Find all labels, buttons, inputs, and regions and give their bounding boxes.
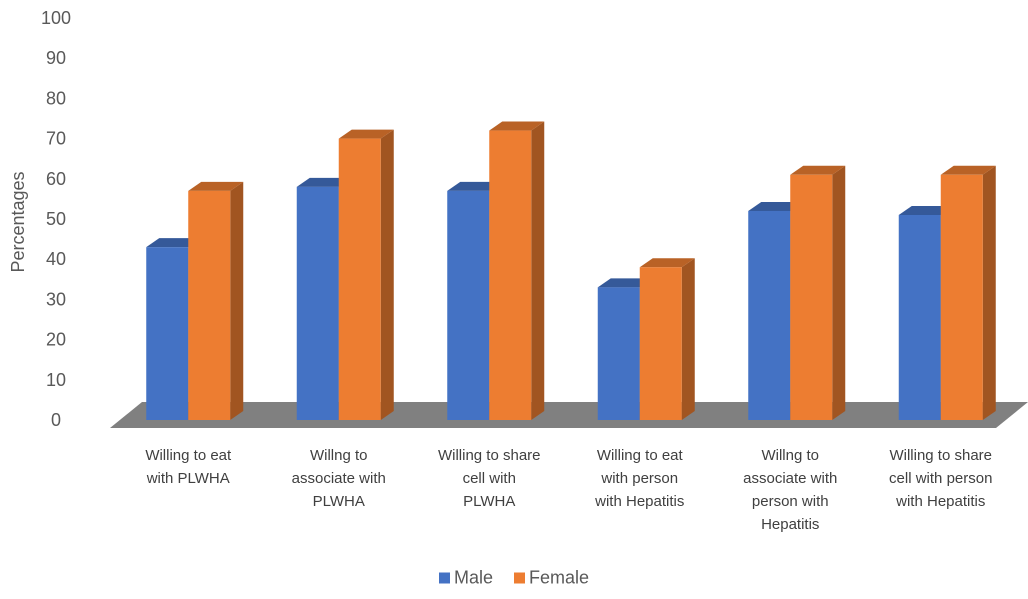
category-label-line: cell with person xyxy=(889,470,992,487)
category-label: Willing to eat with PLWHA xyxy=(145,447,232,487)
category-label: Willing to share cell with person with Hep… xyxy=(889,447,992,510)
y-tick-label: 40 xyxy=(46,249,66,269)
bar-front xyxy=(146,247,189,420)
bar-top xyxy=(338,129,394,139)
category-label: Willng to associate with person with Hepati… xyxy=(743,447,837,533)
bar-top xyxy=(489,121,545,131)
y-tick-label: 50 xyxy=(46,209,66,229)
bar-side xyxy=(380,129,394,420)
bar-female xyxy=(338,129,394,420)
legend-item-female: Female xyxy=(514,568,589,589)
bar-top xyxy=(898,205,954,215)
bar-side xyxy=(681,258,695,420)
category-label-line: PLWHA xyxy=(313,493,365,510)
category-label-line: Willing to eat xyxy=(145,447,232,464)
legend-item-male: Male xyxy=(438,567,493,589)
bar-top xyxy=(597,278,653,288)
bar-female xyxy=(489,121,545,420)
bar-front xyxy=(338,138,381,420)
legend-swatch-male xyxy=(438,572,450,584)
category-label-line: associate with xyxy=(743,470,837,487)
y-axis-ticks: 0 10 20 30 40 50 60 70 80 90 100 xyxy=(41,8,71,430)
bar-top xyxy=(296,177,352,187)
bar-female xyxy=(639,258,695,420)
category-label: Willng to associate with PLWHA xyxy=(292,447,386,510)
legend-label-male: Male xyxy=(453,567,493,588)
bar-front xyxy=(940,174,983,420)
chart-floor xyxy=(110,402,1028,428)
category-label-line: PLWHA xyxy=(463,493,515,510)
category-label-line: Willing to share xyxy=(438,447,541,464)
category-label-line: with PLWHA xyxy=(146,470,230,487)
bar-front xyxy=(188,190,231,420)
bar-female xyxy=(940,165,996,420)
bar-top xyxy=(790,165,846,175)
category-label-line: cell with xyxy=(463,470,516,487)
bar-female xyxy=(790,165,846,420)
bar-top xyxy=(146,238,202,248)
y-tick-label: 70 xyxy=(46,129,66,149)
y-tick-label: 10 xyxy=(46,370,66,390)
bar-side xyxy=(832,165,846,420)
category-label-line: Willing to eat xyxy=(597,447,684,464)
y-tick-label: 30 xyxy=(46,289,66,309)
bar-top xyxy=(447,181,503,191)
bar-side xyxy=(982,165,996,420)
bar-front xyxy=(898,214,941,420)
category-label-line: with Hepatitis xyxy=(895,493,985,510)
y-axis-title: Percentages xyxy=(8,171,28,272)
category-label-line: person with xyxy=(752,493,829,510)
category-label-line: with person xyxy=(600,470,678,487)
bar-front xyxy=(790,174,833,420)
y-tick-label: 60 xyxy=(46,169,66,189)
category-label-line: with Hepatitis xyxy=(594,493,684,510)
bar-front xyxy=(296,186,339,420)
bar-front xyxy=(489,130,532,420)
category-label-line: Willng to xyxy=(310,447,368,464)
legend: Male Female xyxy=(0,568,1028,589)
bar-front xyxy=(748,210,791,420)
category-label-line: Willing to share xyxy=(889,447,992,464)
category-label-line: Hepatitis xyxy=(761,516,819,533)
bar-top xyxy=(748,201,804,211)
bar-side xyxy=(531,121,545,420)
bars xyxy=(146,121,996,420)
chart-floor-layer xyxy=(110,402,1028,428)
y-tick-label: 80 xyxy=(46,88,66,108)
category-labels: Willing to eat with PLWHA Willng to associa… xyxy=(145,447,992,533)
bar-female xyxy=(188,181,244,420)
bar-top xyxy=(188,181,244,191)
y-tick-label: 0 xyxy=(51,410,61,430)
y-tick-label: 90 xyxy=(46,48,66,68)
bar-side xyxy=(230,181,244,420)
category-label-line: associate with xyxy=(292,470,386,487)
y-tick-label: 100 xyxy=(41,8,71,28)
bar-top xyxy=(639,258,695,268)
bar-top xyxy=(940,165,996,175)
category-label: Willing to share cell with PLWHA xyxy=(438,447,541,510)
y-tick-label: 20 xyxy=(46,330,66,350)
bar-front xyxy=(639,267,682,420)
category-label-line: Willng to xyxy=(761,447,819,464)
legend-swatch-female xyxy=(514,572,525,584)
legend-label-female: Female xyxy=(529,567,590,588)
category-label: Willing to eat with person with Hepatitis xyxy=(594,447,684,510)
bar-front xyxy=(447,190,490,420)
bar-front xyxy=(597,287,640,420)
